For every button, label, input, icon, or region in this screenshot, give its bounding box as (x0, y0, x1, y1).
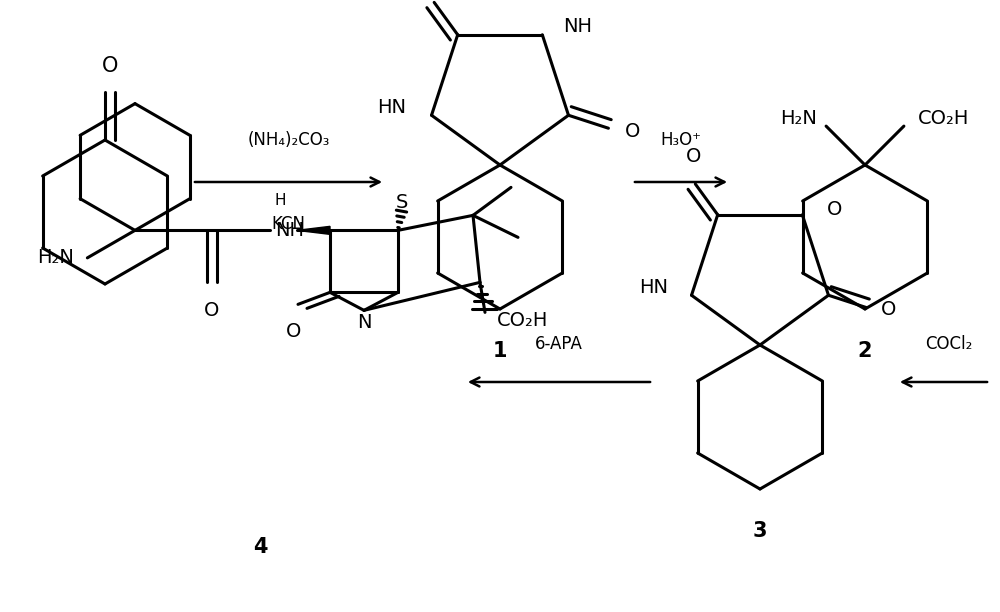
Text: O: O (881, 300, 896, 319)
Text: H₂N: H₂N (780, 108, 817, 128)
Text: CO₂H: CO₂H (918, 108, 970, 128)
Text: O: O (625, 122, 640, 141)
Text: 3: 3 (753, 521, 767, 541)
Text: S: S (396, 193, 408, 212)
Text: 2: 2 (858, 341, 872, 361)
Text: H₃O⁺: H₃O⁺ (660, 131, 702, 149)
Text: KCN: KCN (272, 215, 306, 233)
Text: O: O (827, 200, 842, 219)
Text: 4: 4 (253, 537, 267, 557)
Text: COCl₂: COCl₂ (925, 335, 972, 353)
Text: O: O (686, 146, 701, 165)
Text: 6-APA: 6-APA (535, 335, 583, 353)
Polygon shape (297, 226, 330, 234)
Text: N: N (357, 313, 371, 332)
Text: HN: HN (639, 278, 668, 297)
Text: (NH₄)₂CO₃: (NH₄)₂CO₃ (247, 131, 330, 149)
Text: HN: HN (377, 98, 406, 117)
Text: H: H (274, 193, 286, 208)
Text: NH: NH (563, 17, 592, 36)
Text: NH: NH (276, 221, 304, 240)
Text: CO₂H: CO₂H (497, 311, 549, 330)
Text: O: O (286, 322, 302, 341)
Text: O: O (204, 301, 220, 320)
Text: H₂N: H₂N (37, 248, 74, 267)
Text: O: O (102, 56, 118, 76)
Text: 1: 1 (493, 341, 507, 361)
